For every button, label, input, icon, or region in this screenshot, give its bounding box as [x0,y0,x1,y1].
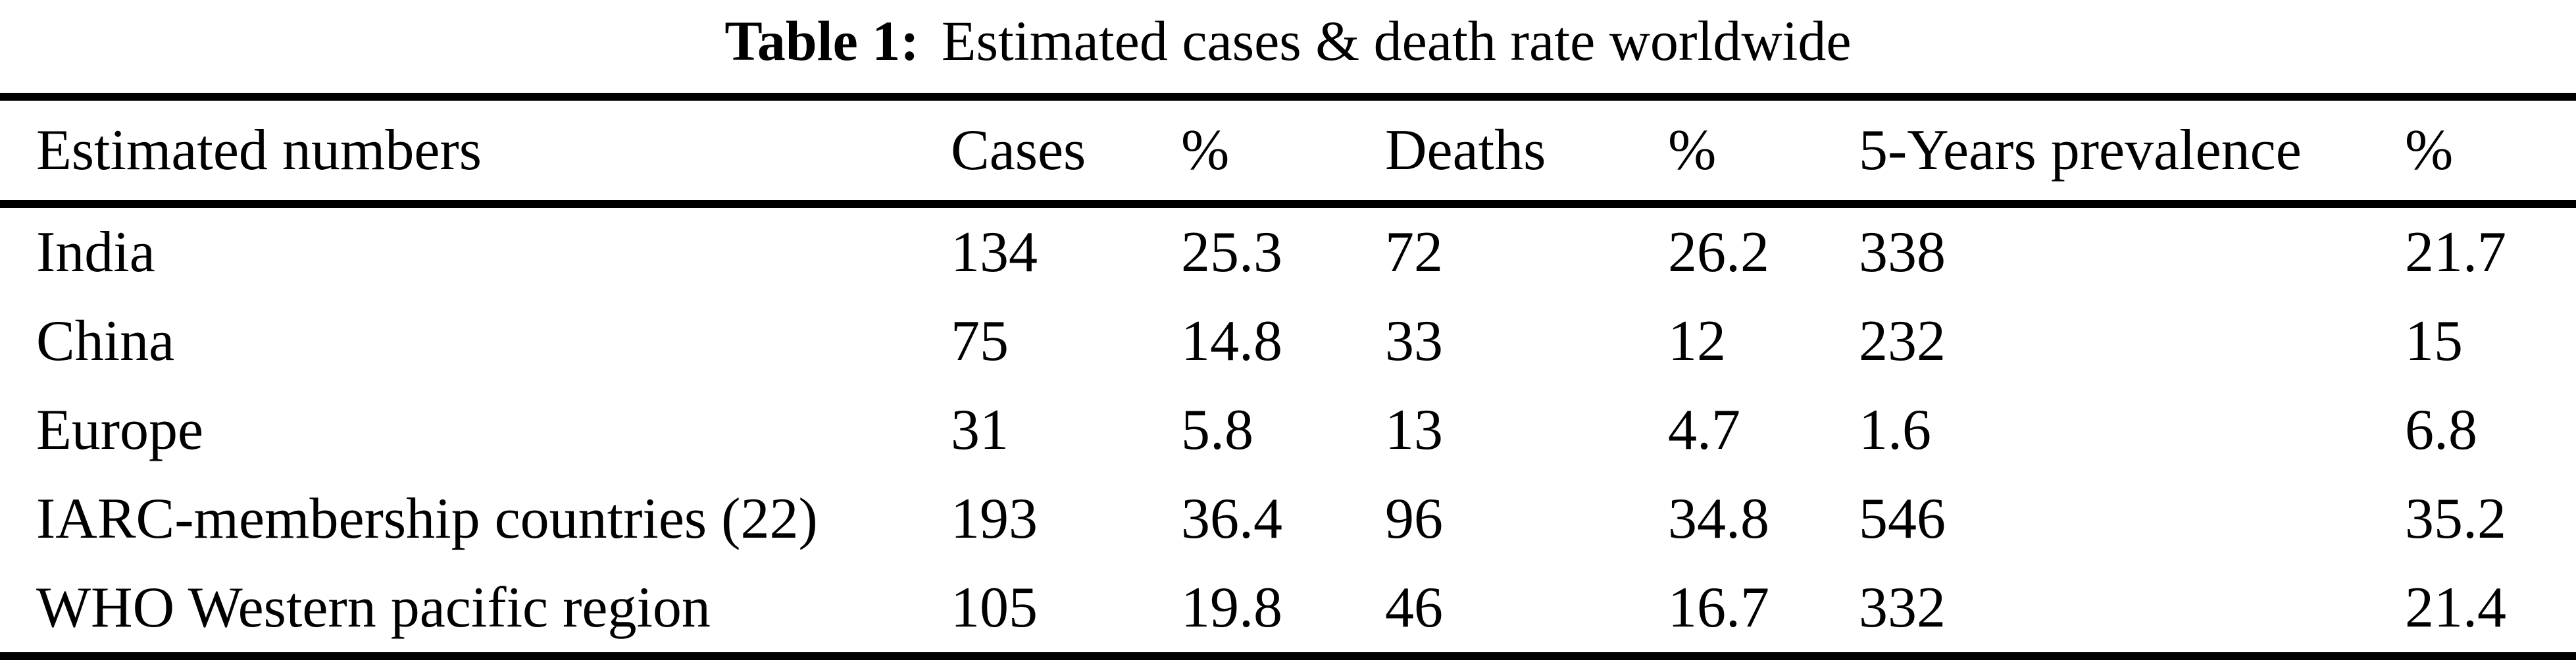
region-cell: China [36,309,175,373]
column-header-cases: Cases [951,118,1086,182]
column-header-cases-percent: % [1181,118,1230,182]
prevalence-cell: 546 [1859,486,1946,551]
cases-cell: 75 [951,309,1009,373]
prevalence-cell: 338 [1859,220,1946,284]
cases-cell: 134 [951,220,1038,284]
region-cell: IARC-membership countries (22) [36,486,818,551]
deaths-percent-cell: 16.7 [1668,575,1769,640]
cases-percent-cell: 25.3 [1181,220,1282,284]
table-caption: Table 1: Estimated cases & death rate wo… [0,0,2576,93]
deaths-percent-cell: 4.7 [1668,398,1740,462]
deaths-cell: 96 [1385,486,1443,551]
deaths-percent-cell: 12 [1668,309,1726,373]
column-header-deaths: Deaths [1385,118,1546,182]
table-row: IARC-membership countries (22) 193 36.4 … [0,475,2576,563]
deaths-cell: 72 [1385,220,1443,284]
prevalence-percent-cell: 35.2 [2405,486,2506,551]
deaths-percent-cell: 26.2 [1668,220,1769,284]
cases-cell: 193 [951,486,1038,551]
cases-percent-cell: 5.8 [1181,398,1253,462]
prevalence-cell: 232 [1859,309,1946,373]
table-caption-text: Estimated cases & death rate worldwide [941,9,1852,72]
deaths-cell: 46 [1385,575,1443,640]
cases-cell: 105 [951,575,1038,640]
prevalence-percent-cell: 6.8 [2405,398,2477,462]
region-cell: WHO Western pacific region [36,575,711,640]
prevalence-cell: 1.6 [1859,398,1931,462]
table-bottom-rule [0,652,2576,660]
column-header-deaths-percent: % [1668,118,1717,182]
deaths-cell: 13 [1385,398,1443,462]
prevalence-percent-cell: 21.7 [2405,220,2506,284]
table-caption-label: Table 1: [724,9,919,72]
table-row: Europe 31 5.8 13 4.7 1.6 6.8 [0,386,2576,475]
region-cell: India [36,220,155,284]
deaths-percent-cell: 34.8 [1668,486,1769,551]
table-row: WHO Western pacific region 105 19.8 46 1… [0,563,2576,652]
table-top-rule [0,93,2576,101]
column-header-prevalence: 5-Years prevalence [1859,118,2302,182]
prevalence-cell: 332 [1859,575,1946,640]
table-row: China 75 14.8 33 12 232 15 [0,297,2576,386]
cases-percent-cell: 14.8 [1181,309,1282,373]
table-row: India 134 25.3 72 26.2 338 21.7 [0,208,2576,297]
prevalence-percent-cell: 15 [2405,309,2463,373]
column-header-prevalence-percent: % [2405,118,2454,182]
deaths-cell: 33 [1385,309,1443,373]
table-header-row: Estimated numbers Cases % Deaths % 5-Yea… [0,101,2576,200]
cases-percent-cell: 36.4 [1181,486,1282,551]
cases-cell: 31 [951,398,1009,462]
cases-percent-cell: 19.8 [1181,575,1282,640]
column-header-estimated-numbers: Estimated numbers [36,118,482,182]
table-mid-rule [0,200,2576,208]
prevalence-percent-cell: 21.4 [2405,575,2506,640]
region-cell: Europe [36,398,204,462]
